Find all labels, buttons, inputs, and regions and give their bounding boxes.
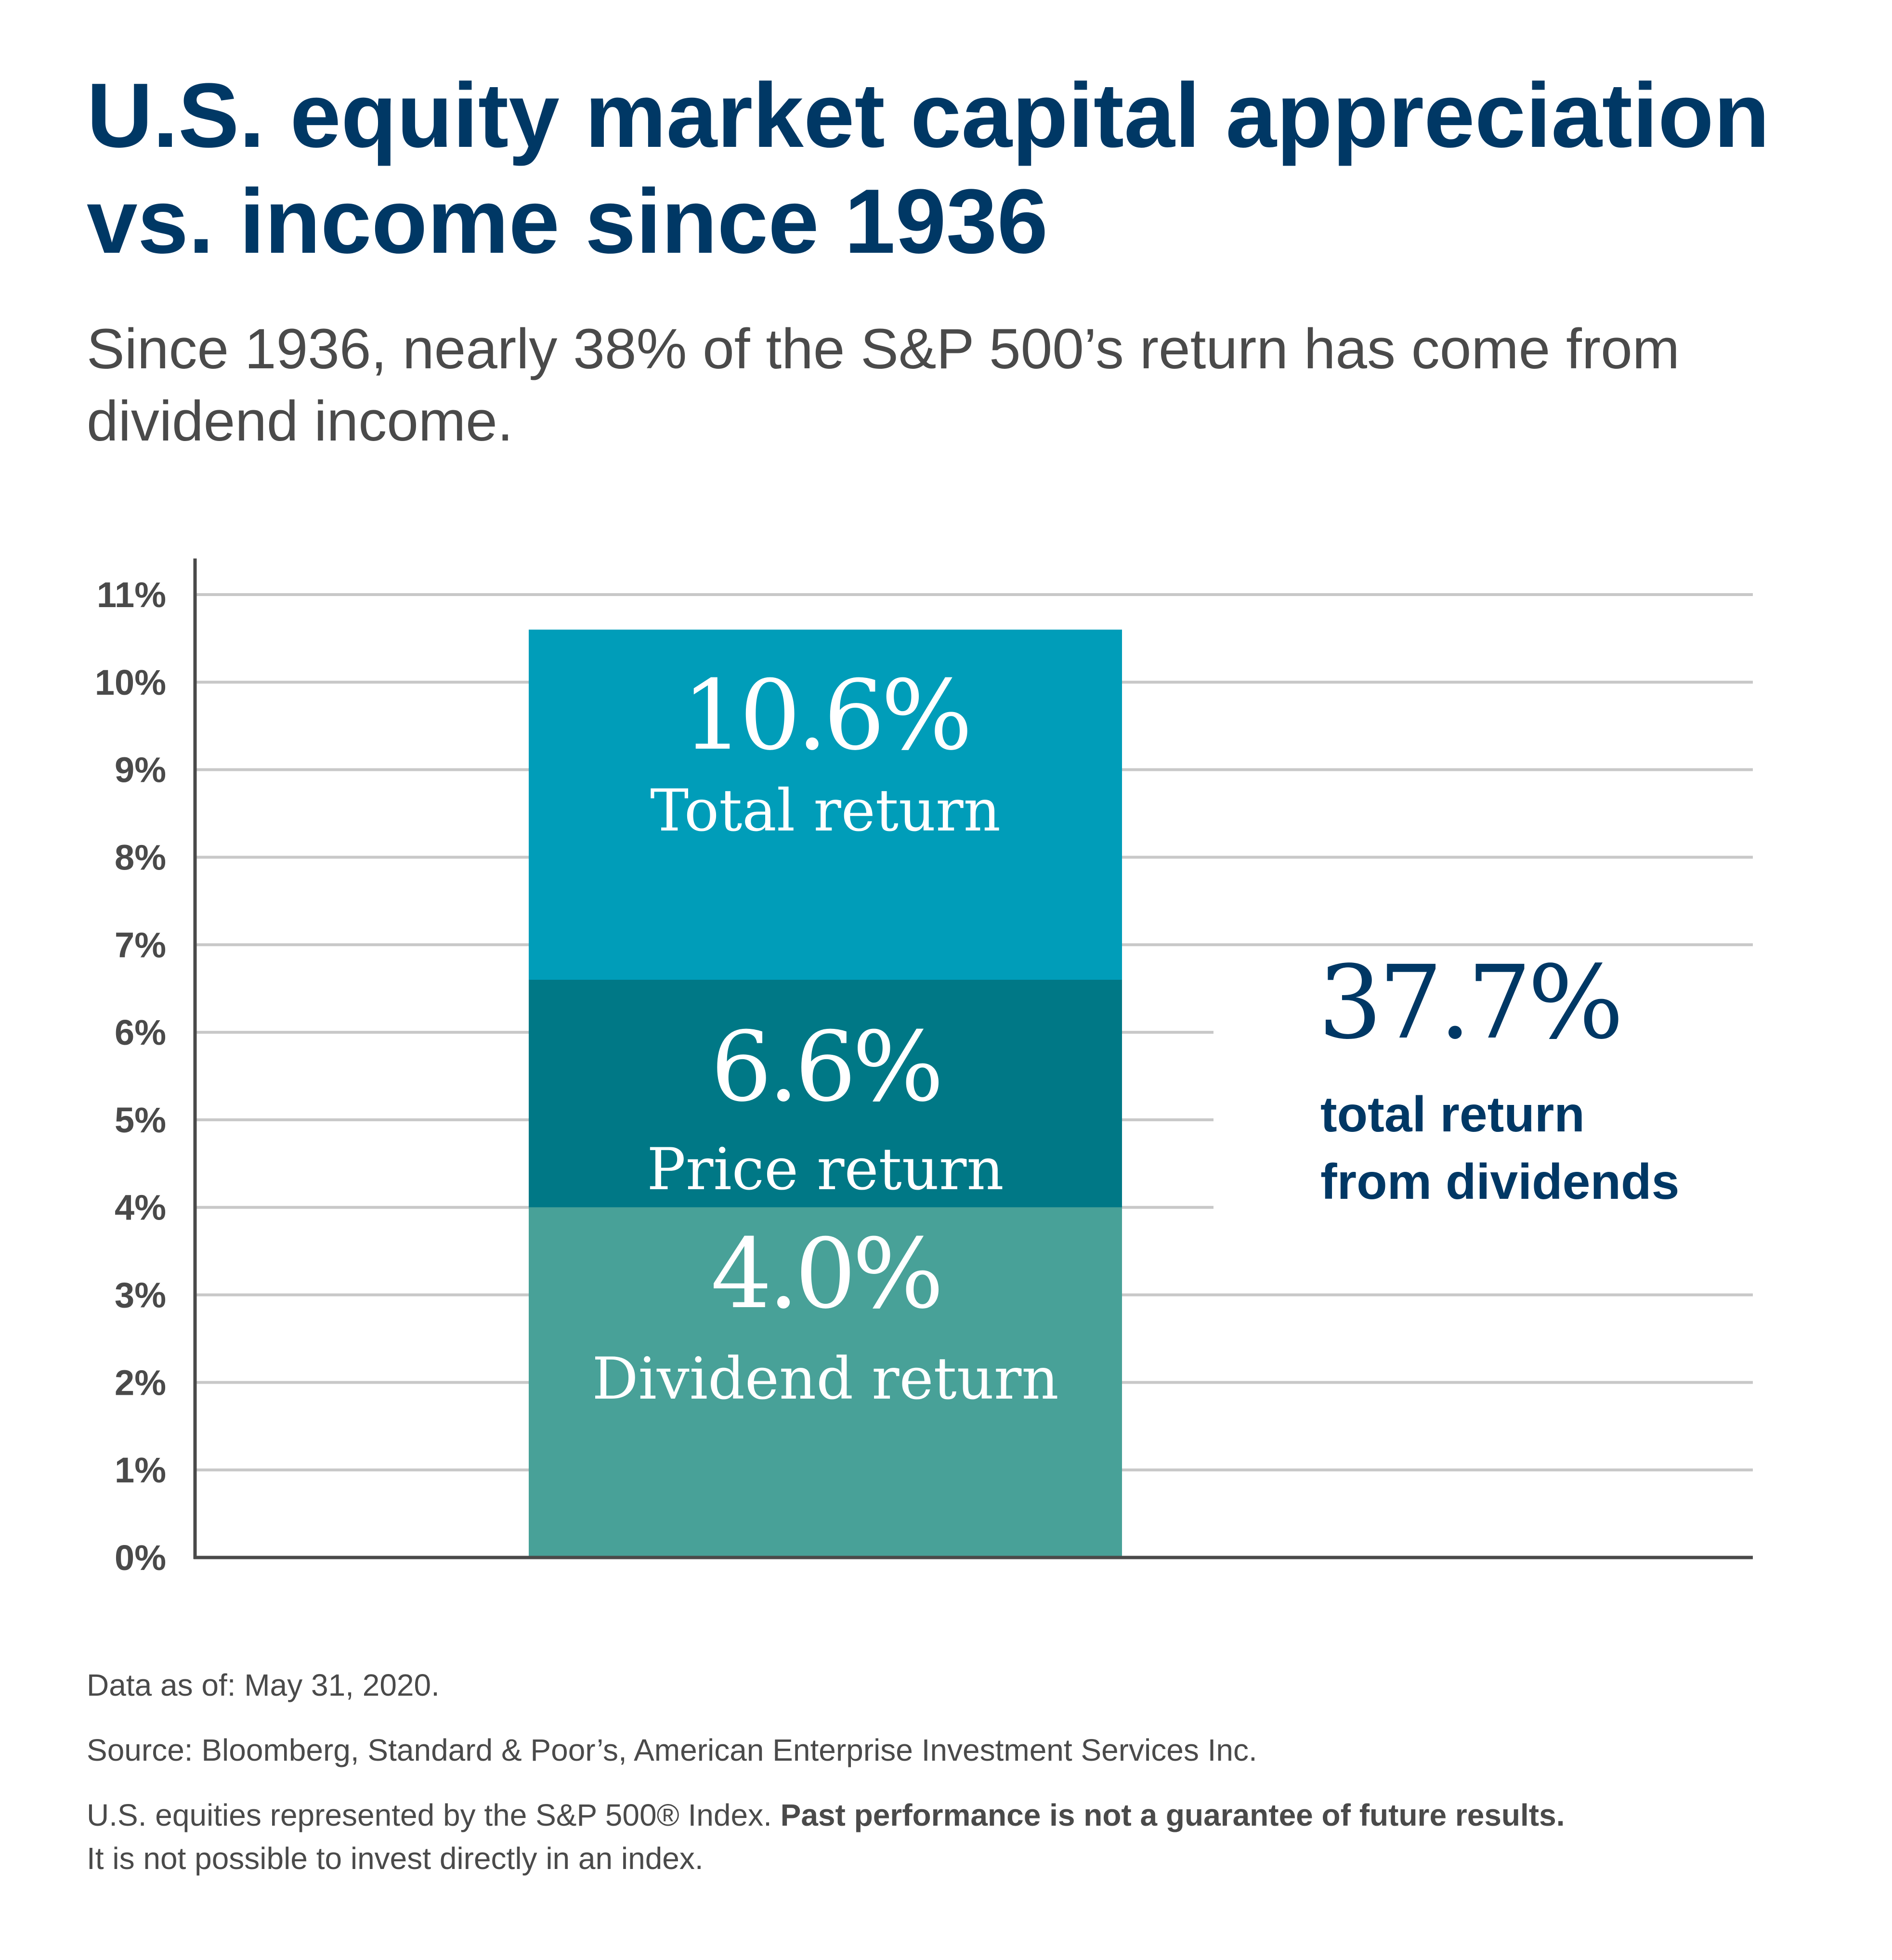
segment-value-label: 4.0% bbox=[711, 1218, 940, 1330]
callout-background bbox=[1213, 947, 1754, 1211]
y-tick-label: 10% bbox=[95, 662, 166, 702]
segment-name-label: Price return bbox=[647, 1136, 1004, 1203]
stacked-bar-chart: 0% 1% 2% 3% 4% 5% 6% 7% 8% 9% 10% 11% 4.0% Dividend … bbox=[95, 558, 1754, 1578]
footer-note-bold: Past performance is not a guarantee of f… bbox=[780, 1798, 1565, 1832]
y-tick-label: 8% bbox=[115, 837, 166, 877]
segment-labels: 4.0% Dividend return 6.6% Price return 10.6%… bbox=[592, 660, 1058, 1413]
footer-note-plain: U.S. equities represented by the S&P 500… bbox=[87, 1798, 772, 1832]
chart-title: U.S. equity market capital appreciation … bbox=[87, 65, 1770, 273]
footer-data-as-of: Data as of: May 31, 2020. bbox=[87, 1668, 440, 1702]
y-tick-label: 4% bbox=[115, 1188, 166, 1228]
callout-text-line2: from dividends bbox=[1320, 1154, 1679, 1210]
y-tick-label: 9% bbox=[115, 750, 166, 790]
y-tick-label: 2% bbox=[115, 1363, 166, 1402]
y-tick-label: 3% bbox=[115, 1275, 166, 1315]
chart-subtitle: Since 1936, nearly 38% of the S&P 500’s … bbox=[87, 317, 1680, 453]
bar-segments bbox=[529, 629, 1754, 1558]
dividend-callout: 37.7% total return from dividends bbox=[1318, 944, 1679, 1210]
footer-disclaimer: U.S. equities represented by the S&P 500… bbox=[87, 1793, 1844, 1880]
bar-segment-price-return bbox=[529, 980, 1122, 1207]
segment-value-label: 10.6% bbox=[682, 660, 968, 772]
y-tick-label: 7% bbox=[115, 925, 166, 965]
footer-note-line2: It is not possible to invest directly in… bbox=[87, 1841, 704, 1876]
y-tick-label: 1% bbox=[115, 1450, 166, 1490]
segment-name-label: Total return bbox=[650, 778, 1001, 844]
callout-text-line1: total return bbox=[1320, 1087, 1585, 1142]
y-tick-label: 0% bbox=[115, 1538, 166, 1578]
footer-source: Source: Bloomberg, Standard & Poor’s, Am… bbox=[87, 1733, 1257, 1767]
segment-name-label: Dividend return bbox=[592, 1346, 1058, 1413]
callout-value: 37.7% bbox=[1318, 944, 1620, 1062]
segment-value-label: 6.6% bbox=[711, 1011, 940, 1123]
y-tick-label: 5% bbox=[115, 1100, 166, 1140]
bar-segment-dividend-return bbox=[529, 1207, 1122, 1558]
bar-segment-total-return bbox=[529, 629, 1122, 980]
axes bbox=[193, 558, 1753, 1559]
y-tick-label: 6% bbox=[115, 1012, 166, 1052]
y-tick-label: 11% bbox=[97, 575, 166, 615]
y-tick-labels: 0% 1% 2% 3% 4% 5% 6% 7% 8% 9% 10% 11% bbox=[95, 575, 166, 1578]
